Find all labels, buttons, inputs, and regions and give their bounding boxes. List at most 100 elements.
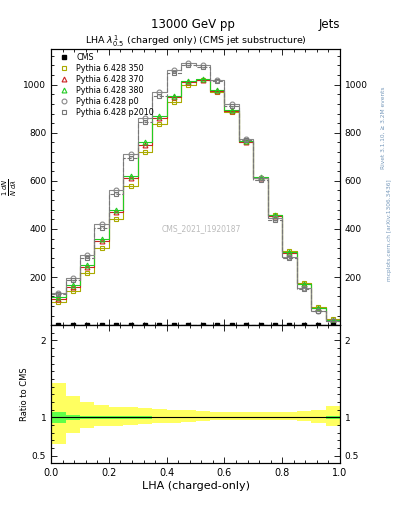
CMS [70,322,75,328]
Pythia 6.428 p2010 [114,191,118,197]
Pythia 6.428 380 [273,211,277,218]
Pythia 6.428 370 [229,108,234,114]
Pythia 6.428 p0 [143,115,147,121]
Pythia 6.428 p2010 [99,225,104,231]
Pythia 6.428 370 [287,250,292,256]
Pythia 6.428 370 [258,176,263,182]
Pythia 6.428 370 [171,94,176,100]
Pythia 6.428 370 [56,295,61,302]
CMS [244,322,248,328]
Pythia 6.428 p2010 [70,277,75,283]
Pythia 6.428 380 [316,305,321,311]
Pythia 6.428 p2010 [157,93,162,99]
Pythia 6.428 p0 [331,318,335,324]
Pythia 6.428 350 [128,183,133,189]
Pythia 6.428 p2010 [200,65,205,71]
Pythia 6.428 380 [215,87,220,93]
Pythia 6.428 350 [114,216,118,222]
CMS [200,322,205,328]
Pythia 6.428 p0 [186,60,191,66]
Pythia 6.428 380 [244,138,248,144]
CMS [85,322,90,328]
Pythia 6.428 380 [56,294,61,301]
Y-axis label: Ratio to CMS: Ratio to CMS [20,368,29,421]
Pythia 6.428 p2010 [331,318,335,324]
CMS [56,322,61,328]
Pythia 6.428 350 [229,109,234,115]
Pythia 6.428 370 [273,212,277,219]
Pythia 6.428 p0 [301,285,306,291]
Pythia 6.428 p2010 [287,255,292,261]
Pythia 6.428 370 [186,79,191,86]
Pythia 6.428 p0 [316,308,321,314]
Pythia 6.428 370 [99,238,104,244]
CMS [229,322,234,328]
Pythia 6.428 380 [301,281,306,287]
CMS [143,322,147,328]
CMS [128,322,133,328]
Line: Pythia 6.428 380: Pythia 6.428 380 [56,76,335,322]
Pythia 6.428 p0 [85,252,90,259]
Pythia 6.428 p0 [215,77,220,83]
Pythia 6.428 380 [287,249,292,255]
CMS [316,322,321,328]
Pythia 6.428 p0 [70,275,75,281]
Line: Pythia 6.428 370: Pythia 6.428 370 [56,77,335,322]
Line: Pythia 6.428 p2010: Pythia 6.428 p2010 [56,62,335,324]
Pythia 6.428 370 [85,264,90,270]
Pythia 6.428 350 [316,304,321,310]
Pythia 6.428 p2010 [273,217,277,223]
Pythia 6.428 380 [157,113,162,119]
Pythia 6.428 380 [70,283,75,289]
Line: Pythia 6.428 350: Pythia 6.428 350 [56,77,335,322]
Pythia 6.428 p0 [99,221,104,227]
Pythia 6.428 p2010 [301,286,306,292]
Pythia 6.428 370 [70,284,75,290]
Pythia 6.428 370 [128,176,133,182]
Pythia 6.428 350 [301,280,306,286]
Pythia 6.428 380 [114,207,118,213]
Line: CMS: CMS [56,323,335,327]
Pythia 6.428 370 [316,305,321,311]
Pythia 6.428 350 [56,299,61,305]
Pythia 6.428 370 [143,142,147,148]
Pythia 6.428 p2010 [258,177,263,183]
Pythia 6.428 350 [258,176,263,182]
Pythia 6.428 350 [171,98,176,104]
Pythia 6.428 p0 [128,152,133,158]
Pythia 6.428 p0 [157,89,162,95]
Pythia 6.428 p0 [229,101,234,107]
Pythia 6.428 350 [143,149,147,155]
Pythia 6.428 p2010 [186,62,191,68]
Pythia 6.428 350 [200,77,205,83]
Pythia 6.428 370 [244,139,248,145]
Pythia 6.428 p2010 [316,308,321,314]
Pythia 6.428 p0 [287,253,292,260]
CMS [171,322,176,328]
Text: Jets: Jets [318,18,340,31]
Text: CMS_2021_I1920187: CMS_2021_I1920187 [162,224,241,233]
Pythia 6.428 350 [85,270,90,276]
Pythia 6.428 p2010 [56,291,61,297]
Pythia 6.428 380 [171,93,176,99]
Pythia 6.428 p0 [258,176,263,182]
X-axis label: LHA (charged-only): LHA (charged-only) [141,481,250,491]
Pythia 6.428 370 [215,88,220,94]
CMS [114,322,118,328]
Pythia 6.428 370 [331,317,335,323]
Pythia 6.428 p0 [114,187,118,194]
CMS [215,322,220,328]
Pythia 6.428 350 [99,245,104,251]
CMS [273,322,277,328]
Pythia 6.428 380 [143,139,147,145]
Pythia 6.428 380 [85,262,90,268]
Pythia 6.428 350 [157,121,162,127]
Pythia 6.428 p2010 [85,255,90,261]
Pythia 6.428 370 [157,115,162,121]
CMS [258,322,263,328]
Legend: CMS, Pythia 6.428 350, Pythia 6.428 370, Pythia 6.428 380, Pythia 6.428 p0, Pyth: CMS, Pythia 6.428 350, Pythia 6.428 370,… [53,51,155,118]
Pythia 6.428 380 [331,316,335,323]
Pythia 6.428 380 [186,78,191,84]
Pythia 6.428 p0 [244,136,248,142]
Title: LHA $\lambda^{1}_{0.5}$ (charged only) (CMS jet substructure): LHA $\lambda^{1}_{0.5}$ (charged only) (… [84,33,307,49]
